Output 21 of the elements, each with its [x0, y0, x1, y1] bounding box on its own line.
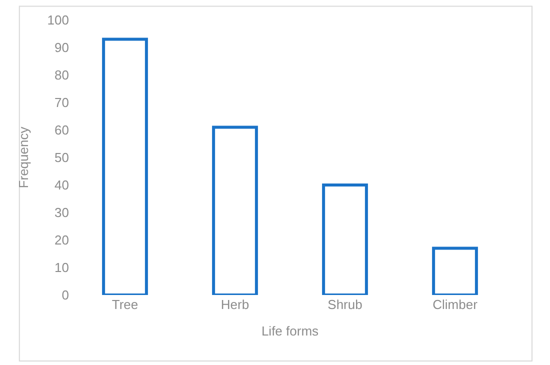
x-tick-label: Herb	[220, 297, 250, 312]
y-tick-label: 90	[54, 40, 69, 56]
bar	[102, 38, 148, 295]
bar	[432, 246, 478, 295]
y-tick-label: 70	[54, 95, 69, 110]
y-tick-label: 40	[54, 178, 69, 193]
y-axis-title: Frequency	[16, 126, 32, 188]
bar	[322, 184, 368, 295]
x-tick-label: Climber	[432, 297, 478, 312]
y-tick-label: 50	[54, 150, 69, 166]
x-tick-label: Shrub	[328, 297, 362, 312]
y-tick-label: 10	[54, 260, 69, 276]
bar	[212, 126, 258, 295]
y-tick-label: 0	[62, 288, 69, 303]
y-tick-label: 80	[54, 68, 69, 83]
y-tick-label: 60	[54, 122, 69, 138]
x-axis-title: Life forms	[261, 324, 320, 339]
y-tick-label: 20	[54, 232, 69, 248]
y-tick-label: 30	[54, 205, 69, 220]
x-tick-label: Tree	[112, 297, 138, 312]
y-tick-label: 100	[47, 12, 69, 28]
